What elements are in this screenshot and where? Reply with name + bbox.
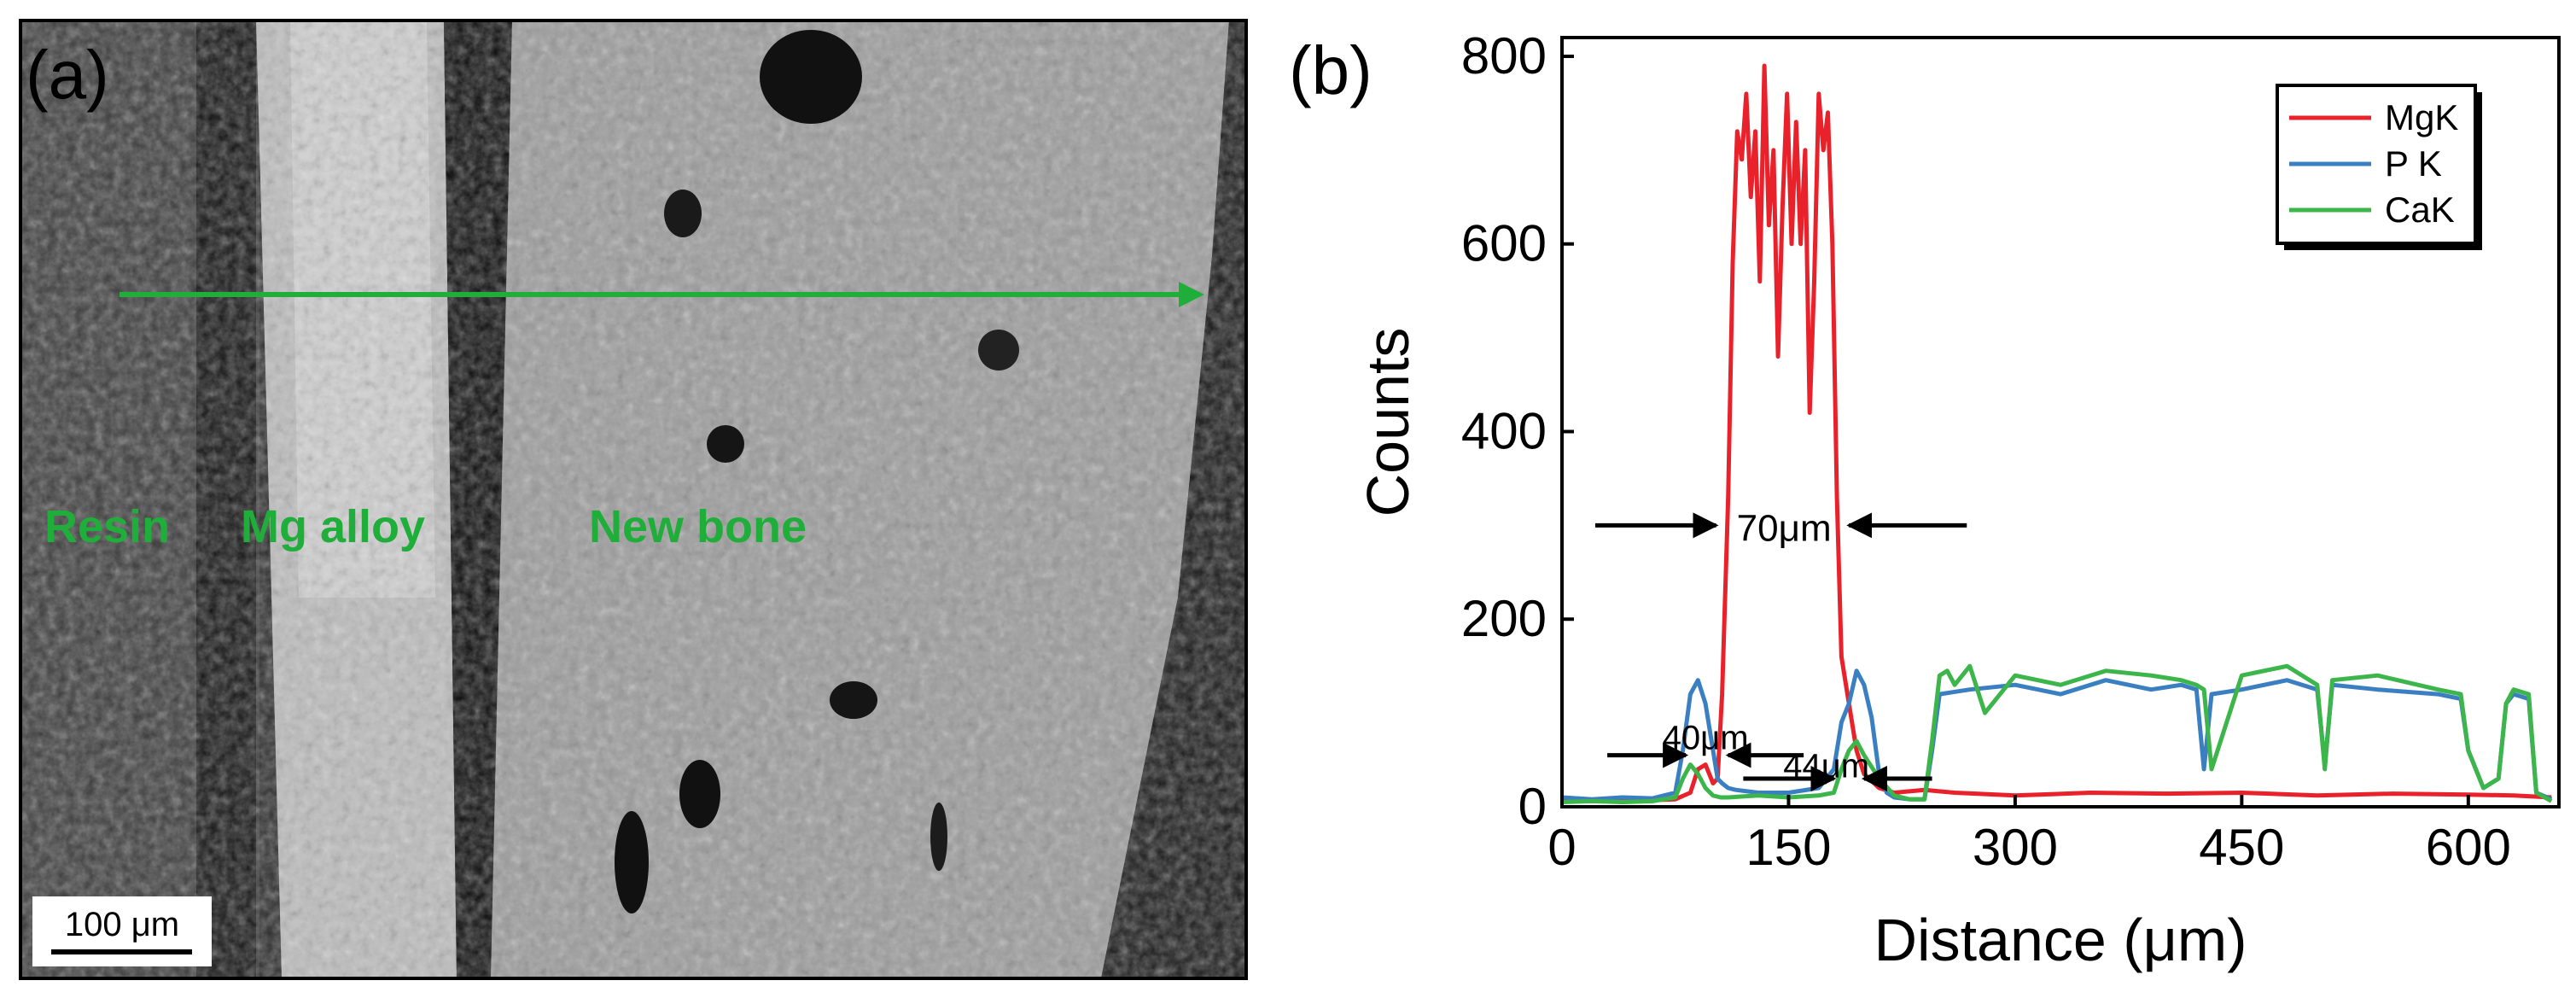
micrograph-panel: Resin Mg alloy New bone 100 μm (a) [19,19,1248,980]
x-tick-label: 600 [2426,819,2511,876]
legend-entry: CaK [2385,190,2455,230]
annotation-label: 40μm [1663,719,1749,756]
panel-b-label: (b) [1289,32,1373,108]
annotation-label: 44μm [1783,747,1869,785]
y-tick-label: 200 [1461,590,1547,647]
x-tick-label: 450 [2199,819,2284,876]
y-axis-label: Counts [1355,328,1421,517]
y-tick-label: 600 [1461,215,1547,272]
scale-bar-label: 100 μm [65,906,179,943]
x-tick-label: 300 [1973,819,2058,876]
plot-frame [1560,36,2561,808]
panel-a-label: (a) [26,37,109,113]
annotation-label: 70μm [1737,507,1832,549]
x-axis-label: Distance (μm) [1874,907,2247,973]
x-tick-label: 0 [1547,819,1576,876]
legend-entry: P K [2385,143,2442,184]
series-line-mgk [1561,63,2552,803]
label-mg-alloy: Mg alloy [241,501,425,552]
series-line-cak [1561,663,2553,804]
label-resin: Resin [44,501,170,552]
y-tick-label: 400 [1461,402,1547,459]
x-tick-label: 150 [1746,819,1831,876]
y-tick-label: 0 [1518,778,1547,835]
legend-entry: MgK [2385,97,2458,137]
label-new-bone: New bone [589,501,807,552]
y-tick-label: 800 [1461,27,1547,85]
line-scan-chart: (b) 0 150 300 450 600 0 200 400 600 800 Distance (… [1289,27,2561,973]
scale-bar: 100 μm [32,896,212,966]
